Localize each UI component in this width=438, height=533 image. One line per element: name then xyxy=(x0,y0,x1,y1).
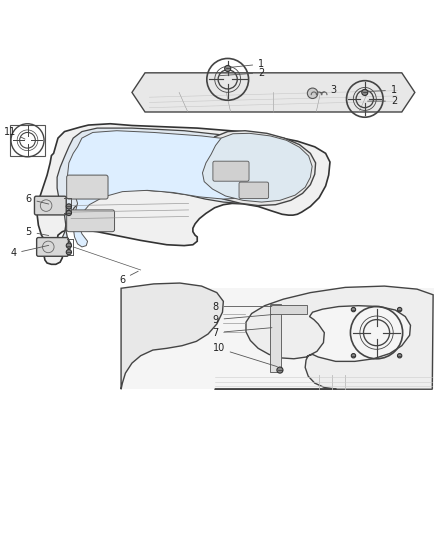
Polygon shape xyxy=(121,283,223,389)
Text: 6: 6 xyxy=(25,194,49,204)
Text: 5: 5 xyxy=(25,227,49,237)
Circle shape xyxy=(351,308,356,312)
FancyBboxPatch shape xyxy=(67,175,108,199)
Polygon shape xyxy=(132,73,415,112)
Circle shape xyxy=(277,367,283,373)
Circle shape xyxy=(66,211,71,215)
Polygon shape xyxy=(202,133,312,202)
Text: 8: 8 xyxy=(212,302,272,312)
Text: 1: 1 xyxy=(367,85,397,95)
Polygon shape xyxy=(57,128,306,253)
Text: 10: 10 xyxy=(212,343,277,367)
Text: 6: 6 xyxy=(119,271,138,285)
Circle shape xyxy=(362,90,368,95)
Text: 3: 3 xyxy=(320,85,336,95)
FancyBboxPatch shape xyxy=(270,305,307,314)
FancyBboxPatch shape xyxy=(239,182,268,199)
Circle shape xyxy=(307,88,318,99)
FancyBboxPatch shape xyxy=(270,304,281,372)
FancyBboxPatch shape xyxy=(37,238,68,256)
FancyBboxPatch shape xyxy=(213,161,249,181)
Circle shape xyxy=(397,308,402,312)
Polygon shape xyxy=(195,131,316,206)
Circle shape xyxy=(397,353,402,358)
Text: 7: 7 xyxy=(212,328,272,337)
Circle shape xyxy=(66,204,71,209)
Text: 2: 2 xyxy=(367,96,397,106)
Polygon shape xyxy=(67,131,298,247)
Text: 2: 2 xyxy=(219,68,265,78)
Text: 9: 9 xyxy=(212,314,272,325)
Polygon shape xyxy=(121,288,434,389)
FancyBboxPatch shape xyxy=(35,196,66,215)
Text: 11: 11 xyxy=(4,126,25,139)
Text: 4: 4 xyxy=(10,245,49,259)
Polygon shape xyxy=(215,286,433,389)
Circle shape xyxy=(351,353,356,358)
Circle shape xyxy=(66,243,71,248)
Polygon shape xyxy=(37,124,330,264)
FancyBboxPatch shape xyxy=(67,210,115,232)
Circle shape xyxy=(225,66,231,71)
Circle shape xyxy=(66,249,71,255)
Text: 1: 1 xyxy=(230,59,264,69)
